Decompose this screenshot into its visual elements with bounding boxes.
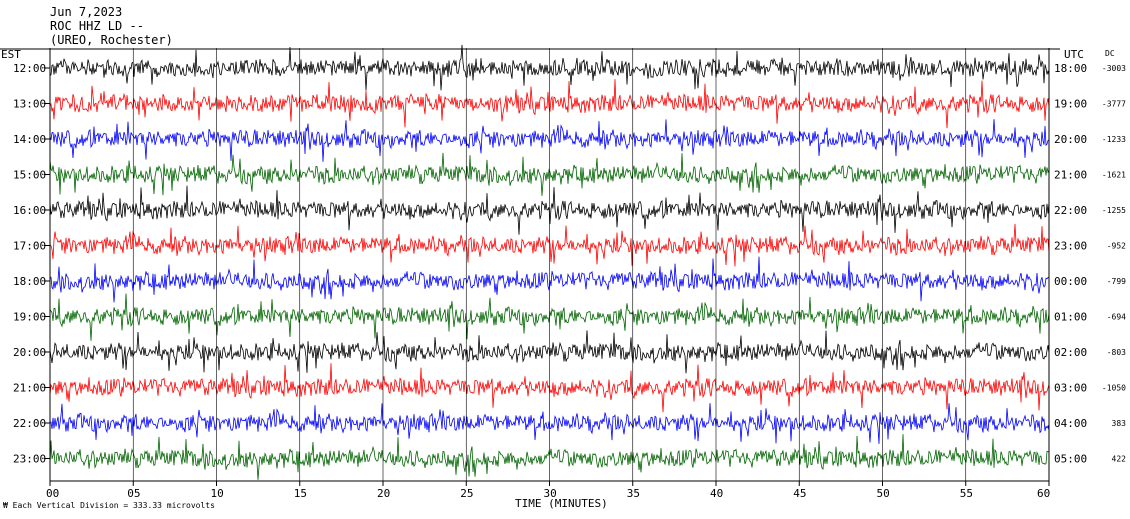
dc-value-0: -3003	[1102, 64, 1126, 73]
est-label-4: 16:00	[13, 204, 46, 217]
x-tick-label-20: 20	[377, 487, 390, 500]
dc-value-3: -1621	[1102, 171, 1126, 180]
dc-value-2: -1233	[1102, 135, 1126, 144]
est-label-5: 17:00	[13, 240, 46, 253]
utc-label-11: 05:00	[1054, 453, 1087, 466]
x-tick-label-40: 40	[710, 487, 723, 500]
x-tick-label-5: 05	[127, 487, 140, 500]
dc-value-10: 383	[1112, 419, 1127, 428]
x-tick-label-35: 35	[627, 487, 640, 500]
mark-layer: 00 05 10 15 20 25 30 35 40 45 50 55 60 12:00 18:00 -300…	[13, 62, 1126, 500]
utc-label-9: 03:00	[1054, 382, 1087, 395]
utc-label-6: 00:00	[1054, 275, 1087, 288]
utc-label-1: 19:00	[1054, 98, 1087, 111]
est-label-3: 15:00	[13, 169, 46, 182]
est-label-10: 22:00	[13, 417, 46, 430]
dc-header-label: DC	[1105, 49, 1115, 58]
footer-scale-text: Each Vertical Division = 333.33 microvol…	[13, 501, 215, 510]
est-label-6: 18:00	[13, 275, 46, 288]
x-tick-label-50: 50	[877, 487, 890, 500]
right-timezone-label: UTC	[1064, 48, 1084, 61]
utc-label-7: 01:00	[1054, 311, 1087, 324]
x-tick-label-25: 25	[460, 487, 473, 500]
dc-value-4: -1255	[1102, 206, 1126, 215]
est-label-2: 14:00	[13, 133, 46, 146]
dc-value-8: -803	[1107, 348, 1126, 357]
est-label-11: 23:00	[13, 453, 46, 466]
x-tick-label-15: 15	[294, 487, 307, 500]
dc-value-11: 422	[1112, 455, 1127, 464]
dc-value-5: -952	[1107, 242, 1126, 251]
utc-label-8: 02:00	[1054, 346, 1087, 359]
footer-prefix-mark: ₩	[3, 501, 13, 510]
est-label-9: 21:00	[13, 382, 46, 395]
utc-label-10: 04:00	[1054, 417, 1087, 430]
header-station: ROC HHZ LD --	[50, 19, 144, 33]
est-label-1: 13:00	[13, 98, 46, 111]
header-location: (UREO, Rochester)	[50, 33, 173, 47]
est-label-0: 12:00	[13, 62, 46, 75]
dc-value-7: -694	[1107, 313, 1126, 322]
x-tick-label-10: 10	[211, 487, 224, 500]
est-label-8: 20:00	[13, 346, 46, 359]
utc-label-0: 18:00	[1054, 62, 1087, 75]
utc-label-5: 23:00	[1054, 240, 1087, 253]
x-tick-label-60: 60	[1037, 487, 1050, 500]
dc-value-1: -3777	[1102, 100, 1126, 109]
est-label-7: 19:00	[13, 311, 46, 324]
minute-grid	[0, 48, 1060, 482]
footer-scale-note: ₩ Each Vertical Division = 333.33 microv…	[3, 501, 215, 510]
x-tick-label-30: 30	[544, 487, 557, 500]
utc-label-4: 22:00	[1054, 204, 1087, 217]
utc-label-3: 21:00	[1054, 169, 1087, 182]
dc-value-6: -799	[1107, 277, 1126, 286]
x-tick-label-55: 55	[960, 487, 973, 500]
x-tick-label-45: 45	[793, 487, 806, 500]
left-timezone-label: EST	[1, 48, 21, 61]
header-date: Jun 7,2023	[50, 5, 122, 19]
utc-label-2: 20:00	[1054, 133, 1087, 146]
x-axis-label: TIME (MINUTES)	[515, 497, 608, 510]
x-tick-label-0: 00	[46, 487, 59, 500]
dc-value-9: -1050	[1102, 384, 1126, 393]
